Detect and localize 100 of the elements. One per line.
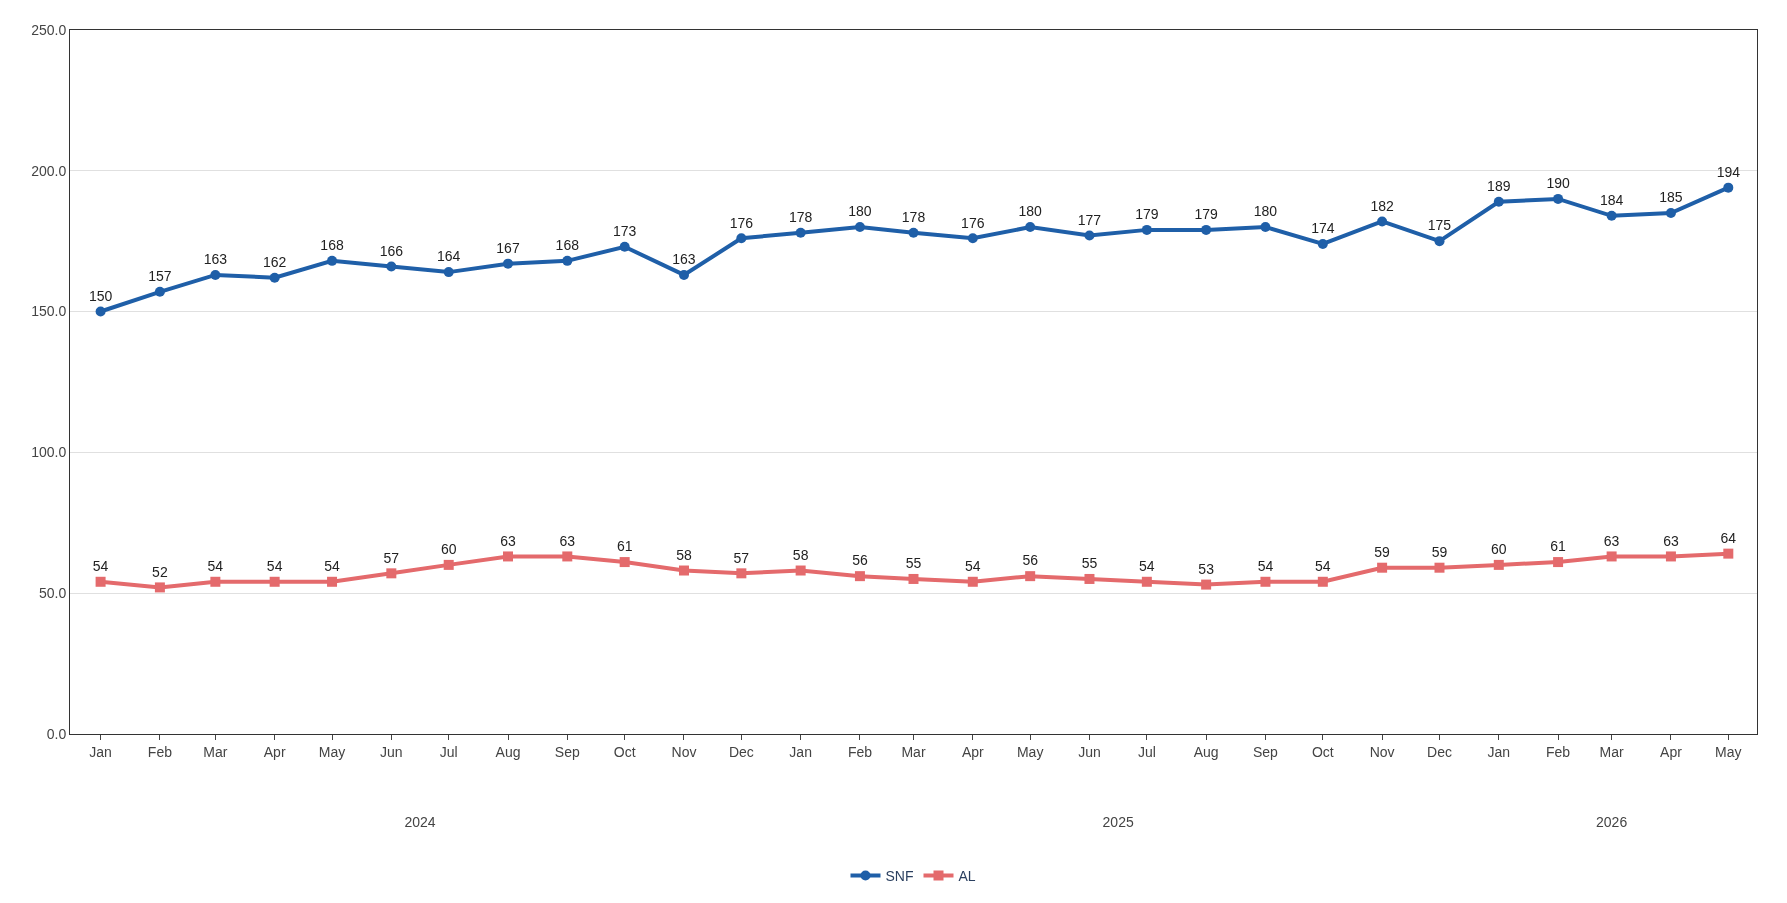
data-label: 166 [379,242,404,259]
point [503,258,514,269]
data-label: 60 [440,541,457,558]
x-tick-label: Jan [1487,743,1511,760]
data-label: 180 [1253,203,1278,220]
point [1201,579,1212,590]
point [736,568,747,579]
point [1260,222,1271,233]
point [269,576,280,587]
data-label: 179 [1194,206,1219,223]
x-tick-label: Sep [554,743,580,760]
point [386,261,397,272]
data-label: 178 [901,208,926,225]
x-tick-label: Mar [901,743,926,760]
data-label: 164 [437,248,461,265]
data-label: 168 [555,237,580,254]
data-label: 61 [616,538,633,555]
data-label: 56 [1022,552,1039,569]
point [503,551,514,562]
data-label: 60 [1491,541,1507,558]
point [386,568,397,579]
data-label: 64 [1720,529,1737,546]
data-label: 184 [1599,192,1624,209]
point [210,576,221,587]
x-tick-label: May [1016,743,1044,760]
point [1493,196,1504,207]
x-tick-label: Jan [89,743,112,760]
point [1377,216,1388,227]
point [854,222,865,233]
x-tick-label: Feb [847,743,873,760]
data-label: 189 [1487,177,1511,194]
x-tick-label: Feb [1546,743,1571,760]
point [1493,559,1504,570]
data-label: 177 [1077,211,1102,228]
data-label: 54 [1257,558,1274,575]
point [1723,182,1734,193]
data-label: 190 [1546,175,1570,192]
data-label: 58 [676,546,692,563]
data-label: 163 [672,251,696,268]
point [327,255,338,266]
x-tick-label: Mar [1599,743,1625,760]
point [1317,576,1328,587]
x-tick-label: Apr [1660,743,1683,760]
data-label: 55 [905,555,922,572]
point [1141,224,1152,235]
data-label: 59 [1374,543,1391,560]
point [1553,557,1564,568]
x-tick-label: Aug [1193,743,1219,760]
point [795,565,806,576]
data-label: 194 [1716,163,1741,180]
point [678,269,689,280]
data-label: 53 [1198,560,1215,577]
data-label: 176 [729,214,754,231]
x-tick-label: Jul [439,743,458,760]
x-tick-label: Apr [961,743,985,760]
data-label: 175 [1427,217,1452,234]
point [1025,222,1036,233]
y-tick-label: 200.0 [31,162,67,179]
x2-tick-label: 2024 [404,814,436,830]
data-label: 174 [1311,220,1335,237]
y-tick-label: 0.0 [46,725,67,742]
data-label: 157 [148,268,172,285]
point [1665,551,1676,562]
point [1317,238,1328,249]
point [562,255,573,266]
data-label: 163 [203,251,228,268]
point [210,269,221,280]
point [854,571,865,582]
point [1606,210,1617,221]
point [908,573,919,584]
data-label: 173 [613,223,637,240]
data-label: 168 [320,237,344,254]
data-label: 54 [1315,558,1331,575]
point [95,576,106,587]
data-label: 56 [852,552,868,569]
point [1377,562,1388,573]
point [678,565,689,576]
point [736,233,747,244]
data-label: 52 [152,563,168,580]
x-tick-label: Dec [728,743,754,760]
y-tick-label: 150.0 [31,303,67,320]
x-tick-label: Apr [263,743,286,760]
data-label: 54 [207,558,224,575]
x-tick-label: Nov [671,743,697,760]
legend-label: AL [958,868,976,885]
point [967,233,978,244]
x-tick-label: Jan [789,743,812,760]
data-label: 162 [262,253,287,270]
data-label: 54 [965,558,981,575]
x-tick-label: Oct [1311,743,1334,760]
point [1723,548,1734,559]
data-label: 63 [559,532,576,549]
point [443,267,454,278]
x2-tick-label: 2025 [1102,814,1134,830]
data-label: 179 [1135,206,1159,223]
point [1260,576,1271,587]
point [619,557,630,568]
point [154,582,165,593]
data-label: 58 [792,546,809,563]
point [1665,207,1676,218]
